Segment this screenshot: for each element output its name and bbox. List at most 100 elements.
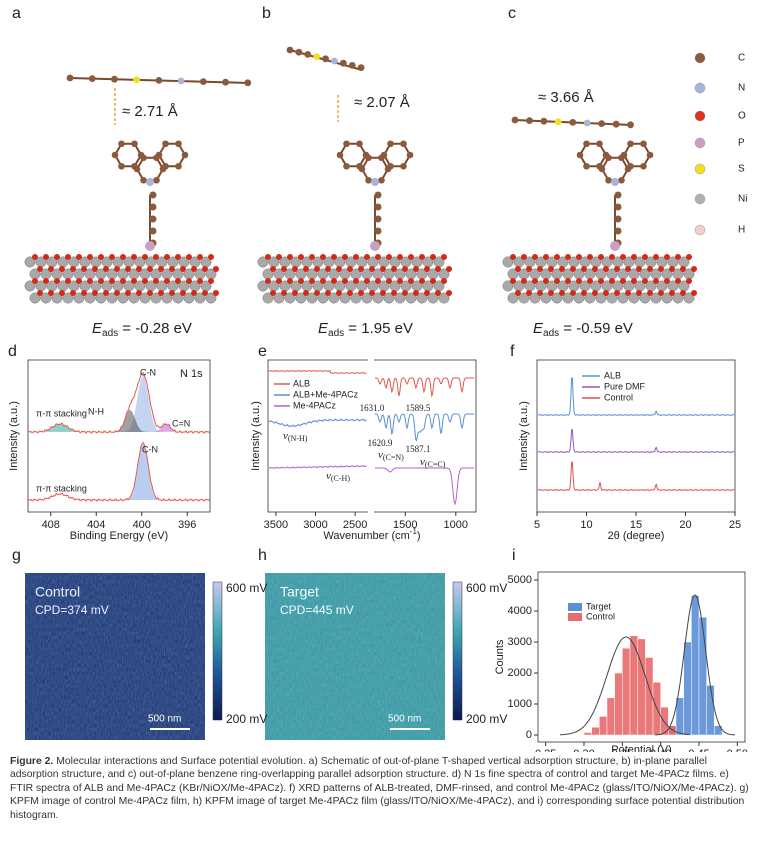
ni-atom — [339, 292, 351, 304]
o-atom — [636, 266, 642, 272]
o-atom — [408, 278, 414, 284]
energy-symbol: E — [533, 320, 544, 337]
o-atom — [581, 266, 587, 272]
n-atom — [140, 154, 147, 162]
o-atom — [147, 290, 153, 296]
o-atom — [636, 290, 642, 296]
o-atom — [54, 278, 60, 284]
o-atom — [653, 278, 659, 284]
c-atom — [304, 51, 312, 58]
o-atom — [369, 266, 375, 272]
ni-atom — [405, 292, 417, 304]
o-atom — [158, 290, 164, 296]
o-atom — [303, 266, 309, 272]
o-atom — [397, 254, 403, 260]
scale-label: 500 nm — [148, 714, 181, 725]
c-atom — [356, 140, 363, 148]
annotation: N-H — [88, 406, 104, 416]
c-atom — [111, 151, 119, 159]
o-atom — [686, 278, 692, 284]
c-atom — [406, 151, 414, 159]
n-atom — [624, 165, 632, 173]
ni-atom — [51, 292, 63, 304]
energy-subscript: ads — [328, 328, 344, 339]
o-atom — [380, 266, 386, 272]
o-atom — [92, 290, 98, 296]
c-atom — [339, 59, 347, 67]
x-tick-label: 0.30 — [573, 748, 594, 752]
ni-atom — [573, 292, 585, 304]
ni-atom — [117, 292, 129, 304]
c-atom — [343, 162, 350, 170]
o-atom — [353, 278, 359, 284]
o-atom — [669, 290, 675, 296]
ni-atom — [584, 292, 596, 304]
energy-subscript: ads — [543, 328, 559, 339]
kpfm-cpd: CPD=374 mV — [35, 603, 109, 617]
energy-symbol: E — [318, 320, 329, 337]
x-axis-label-text: Wavenumber (cm — [323, 530, 409, 542]
colorbar-max: 600 mV — [226, 581, 267, 595]
legend-label: Control — [586, 611, 615, 621]
c-atom — [162, 140, 169, 148]
o-atom — [175, 254, 181, 260]
o-atom — [358, 290, 364, 296]
annotation: N 1s — [180, 368, 203, 380]
legend-label: S — [738, 164, 745, 175]
p-atom — [145, 241, 155, 251]
ni-atom — [683, 292, 695, 304]
y-axis-label: Counts — [494, 639, 506, 674]
o-atom — [510, 254, 516, 260]
c-atom — [640, 162, 647, 170]
o-atom — [614, 266, 620, 272]
mode-label: ν(N-H) — [283, 430, 308, 443]
o-atom — [532, 254, 538, 260]
ni-atom — [416, 292, 428, 304]
y-tick-label: 4000 — [508, 605, 532, 617]
o-atom — [642, 278, 648, 284]
mode-symbol: ν — [326, 470, 331, 482]
o-atom — [380, 290, 386, 296]
fit-curve — [654, 594, 736, 736]
c-atom — [66, 74, 74, 82]
legend-label: O — [738, 111, 746, 122]
annotation: C=N — [172, 418, 190, 428]
ni-atom — [672, 292, 684, 304]
energy-label: Eads = -0.59 eV — [533, 320, 633, 339]
x-tick-label: 0.40 — [650, 748, 671, 752]
o-atom — [408, 254, 414, 260]
fit-curve — [559, 636, 690, 736]
panel-label: h — [258, 547, 267, 564]
spectrum-curve — [27, 372, 211, 434]
n-atom — [605, 154, 612, 162]
n-atom — [611, 178, 619, 186]
p-atom — [370, 241, 380, 251]
y-tick-label: 2000 — [508, 667, 532, 679]
energy-value: = -0.59 eV — [559, 320, 633, 337]
o-atom — [581, 290, 587, 296]
o-atom — [70, 266, 76, 272]
o-atom — [402, 266, 408, 272]
n-atom — [371, 178, 379, 186]
o-atom — [59, 266, 65, 272]
o-atom — [441, 278, 447, 284]
o-atom — [202, 266, 208, 272]
o-atom — [364, 278, 370, 284]
o-atom — [320, 254, 326, 260]
legend-label: C — [738, 53, 745, 64]
o-atom — [559, 290, 565, 296]
spectrum-curve — [538, 377, 735, 417]
o-atom — [292, 266, 298, 272]
ni-atom — [257, 280, 269, 292]
x-axis-label-end: ) — [417, 530, 421, 542]
c-atom — [583, 140, 590, 148]
o-atom — [281, 290, 287, 296]
legend-atom — [694, 137, 706, 149]
kpfm-cpd: CPD=445 mV — [280, 603, 354, 617]
n-atom — [378, 176, 385, 184]
c-atom — [149, 203, 157, 211]
o-atom — [48, 290, 54, 296]
o-atom — [576, 278, 582, 284]
mode-symbol: ν — [378, 449, 383, 461]
x-tick-label: 2500 — [343, 519, 367, 531]
